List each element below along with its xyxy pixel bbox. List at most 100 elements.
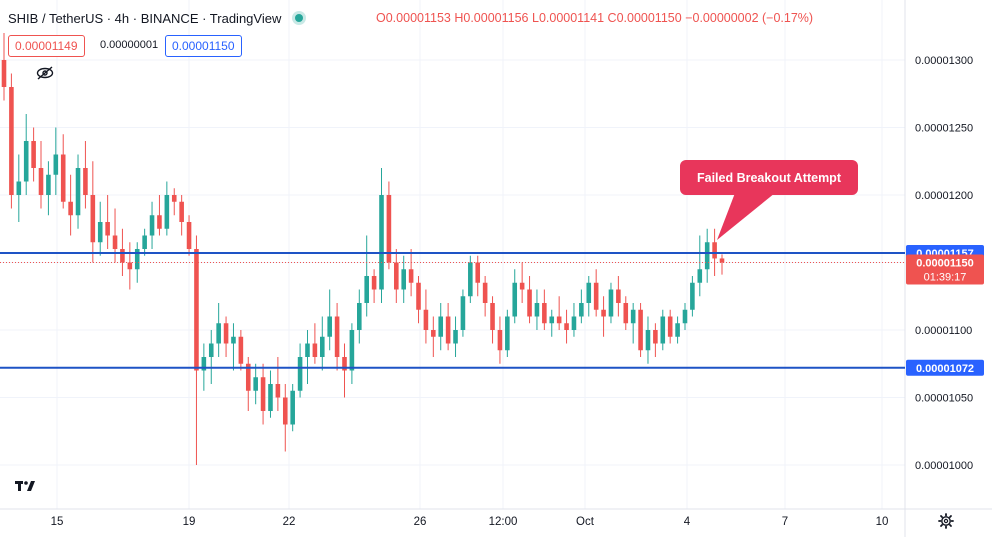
candle-body[interactable] (468, 262, 473, 297)
candle-body[interactable] (704, 242, 710, 270)
candle-body[interactable] (68, 201, 73, 216)
candle-body[interactable] (290, 390, 295, 425)
symbol-title[interactable]: SHIB / TetherUS · 4h · BINANCE · Trading… (8, 11, 282, 26)
candle-body[interactable] (712, 242, 717, 259)
candle-body[interactable] (327, 316, 332, 337)
candle-body[interactable] (667, 316, 673, 337)
candle-body[interactable] (282, 397, 288, 425)
candle-body[interactable] (364, 276, 369, 303)
candle-body[interactable] (401, 269, 407, 290)
candle-body[interactable] (253, 377, 258, 391)
candle-body[interactable] (542, 303, 547, 324)
candle-body[interactable] (512, 282, 518, 317)
candle-body[interactable] (157, 215, 162, 229)
candle-body[interactable] (608, 289, 614, 317)
candle-body[interactable] (460, 296, 466, 330)
candle-body[interactable] (357, 303, 362, 330)
candle-body[interactable] (46, 174, 51, 195)
candle-body[interactable] (112, 235, 118, 250)
candle-body[interactable] (423, 309, 429, 330)
candle-body[interactable] (453, 330, 458, 344)
candle-body[interactable] (475, 262, 481, 283)
candle-body[interactable] (105, 222, 110, 236)
candle-body[interactable] (630, 309, 636, 324)
candle-body[interactable] (519, 282, 525, 290)
candle-body[interactable] (438, 316, 444, 337)
candle-body[interactable] (697, 269, 703, 283)
candle-body[interactable] (386, 195, 392, 263)
candle-body[interactable] (238, 336, 244, 364)
candle-body[interactable] (297, 357, 303, 391)
candle-body[interactable] (482, 282, 488, 303)
candle-body[interactable] (186, 222, 192, 249)
settings-gear-icon[interactable] (938, 513, 954, 529)
candle-body[interactable] (75, 168, 81, 216)
candle-body[interactable] (164, 195, 170, 229)
hide-indicators-icon[interactable] (36, 66, 54, 80)
candle-body[interactable] (171, 195, 177, 202)
candle-body[interactable] (431, 330, 436, 337)
tradingview-logo-icon[interactable] (12, 476, 38, 496)
candle-body[interactable] (201, 357, 207, 371)
candle-body[interactable] (53, 154, 59, 175)
candle-body[interactable] (416, 282, 421, 310)
candle-body[interactable] (1, 60, 7, 87)
candle-body[interactable] (83, 168, 88, 195)
candle-body[interactable] (149, 215, 155, 236)
candle-body[interactable] (38, 168, 44, 195)
candle-body[interactable] (564, 323, 569, 330)
candle-body[interactable] (134, 249, 140, 270)
callout-box[interactable] (680, 160, 858, 195)
candle-body[interactable] (497, 330, 503, 351)
candle-body[interactable] (208, 343, 214, 358)
candle-body[interactable] (23, 141, 29, 182)
candle-body[interactable] (394, 262, 399, 290)
candle-body[interactable] (660, 316, 666, 344)
candle-body[interactable] (349, 330, 355, 371)
candle-body[interactable] (616, 289, 621, 304)
candle-body[interactable] (601, 309, 606, 317)
candle-body[interactable] (9, 87, 14, 195)
sell-price-button[interactable]: 0.00001149 (8, 35, 85, 57)
candle-body[interactable] (571, 316, 577, 331)
candle-body[interactable] (275, 384, 281, 398)
candle-body[interactable] (268, 384, 273, 411)
candle-body[interactable] (305, 343, 310, 358)
candle-body[interactable] (445, 316, 451, 344)
candle-body[interactable] (379, 195, 384, 290)
candle-body[interactable] (586, 282, 592, 303)
candle-body[interactable] (223, 323, 229, 344)
candle-body[interactable] (216, 323, 221, 344)
candle-body[interactable] (245, 363, 251, 391)
candle-body[interactable] (675, 323, 680, 337)
candle-body[interactable] (260, 377, 266, 411)
candle-body[interactable] (579, 303, 584, 317)
candle-body[interactable] (682, 309, 688, 324)
buy-price-button[interactable]: 0.00001150 (165, 35, 242, 57)
candle-body[interactable] (120, 249, 125, 263)
candle-body[interactable] (645, 330, 651, 351)
candle-body[interactable] (490, 303, 495, 330)
candle-body[interactable] (556, 316, 562, 324)
candle-body[interactable] (31, 141, 36, 168)
candle-body[interactable] (179, 201, 184, 222)
candle-body[interactable] (505, 316, 510, 351)
candle-body[interactable] (319, 336, 325, 357)
candle-body[interactable] (527, 289, 532, 317)
candle-body[interactable] (623, 303, 629, 324)
candle-body[interactable] (342, 357, 347, 371)
candle-body[interactable] (371, 276, 377, 290)
candle-body[interactable] (90, 195, 96, 243)
candle-body[interactable] (549, 316, 555, 324)
candle-body[interactable] (194, 249, 199, 371)
candle-body[interactable] (719, 258, 725, 263)
candle-body[interactable] (653, 330, 658, 344)
candle-body[interactable] (534, 303, 540, 317)
candle-body[interactable] (690, 282, 695, 310)
candle-body[interactable] (97, 222, 103, 243)
candle-body[interactable] (312, 343, 318, 358)
candle-body[interactable] (231, 336, 236, 344)
candle-body[interactable] (142, 235, 147, 250)
candle-body[interactable] (334, 316, 340, 358)
